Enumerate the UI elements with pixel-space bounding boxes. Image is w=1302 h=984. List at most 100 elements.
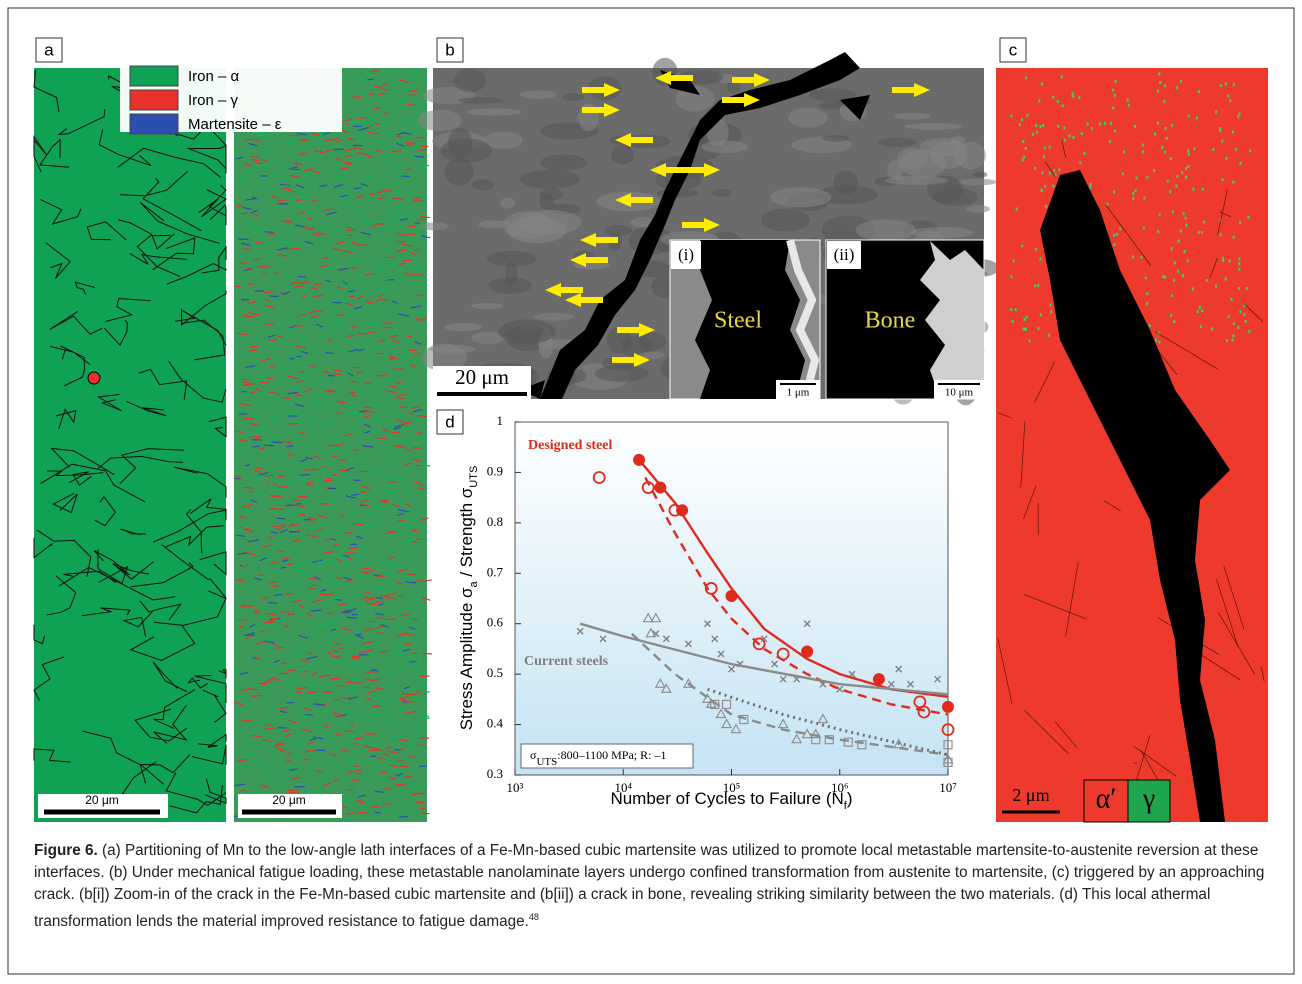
lath	[401, 243, 413, 247]
lath	[261, 265, 271, 268]
lath	[411, 652, 417, 655]
lath	[414, 248, 421, 251]
lath	[354, 737, 363, 740]
lath	[364, 272, 375, 276]
alpha-spot	[1025, 315, 1028, 319]
lath	[288, 523, 294, 528]
alpha-spot	[1173, 261, 1176, 265]
lath	[277, 475, 285, 478]
lath	[329, 659, 336, 662]
lath	[285, 724, 296, 729]
y-tick-label: 0.8	[487, 514, 503, 529]
boundary	[199, 551, 227, 576]
alpha-spot	[1039, 313, 1042, 317]
lath	[344, 796, 353, 801]
lath	[332, 554, 341, 558]
lath	[333, 184, 343, 189]
y-tick-label: 0.5	[487, 665, 503, 680]
lath	[256, 378, 264, 383]
panel-label: c	[1009, 40, 1018, 59]
lath	[311, 672, 318, 676]
lath	[285, 664, 292, 668]
lath	[277, 591, 285, 596]
lath	[292, 651, 304, 656]
point	[684, 640, 692, 648]
lath	[288, 669, 296, 672]
boundary	[86, 221, 127, 241]
alpha-spot	[1234, 147, 1237, 151]
annotation: Current steels	[524, 654, 609, 669]
lath	[258, 719, 269, 724]
point	[650, 612, 662, 623]
lath	[410, 540, 418, 543]
lath	[389, 356, 396, 360]
scale-label: 20 μm	[85, 793, 119, 807]
lath	[379, 650, 390, 653]
lath	[242, 212, 249, 215]
alpha-spot	[1072, 136, 1075, 140]
lath	[409, 570, 420, 575]
lath	[262, 432, 271, 436]
boundary	[1209, 258, 1218, 279]
lath	[361, 640, 373, 645]
grain	[630, 217, 654, 228]
alpha-spot	[1232, 180, 1235, 184]
lath	[240, 688, 248, 692]
alpha-spot	[1157, 121, 1160, 125]
point	[887, 680, 895, 688]
lath	[374, 600, 386, 604]
lath	[420, 216, 431, 219]
point	[599, 635, 607, 643]
lath	[404, 448, 411, 452]
lath	[373, 85, 382, 89]
alpha-spot	[1146, 291, 1149, 295]
boundary	[1217, 612, 1256, 675]
alpha-spot	[1249, 149, 1252, 153]
lath	[406, 74, 414, 78]
lath	[248, 624, 256, 628]
lath	[412, 447, 421, 449]
lath	[390, 790, 397, 795]
alpha-spot	[1010, 275, 1013, 279]
lath	[270, 531, 278, 534]
lath	[360, 545, 368, 549]
lath	[349, 512, 356, 516]
lath	[365, 801, 373, 805]
lath	[243, 504, 250, 509]
lath	[362, 640, 373, 643]
boundary	[1243, 303, 1264, 323]
lath	[347, 334, 356, 338]
alpha-spot	[1177, 239, 1180, 243]
lath	[389, 336, 396, 339]
arrow	[722, 93, 760, 107]
fit-line	[630, 632, 949, 756]
lath	[277, 323, 283, 326]
lath	[380, 624, 389, 628]
lath	[286, 452, 295, 457]
boundary	[218, 669, 227, 679]
lath	[405, 710, 417, 714]
lath	[281, 187, 291, 190]
lath	[236, 669, 244, 672]
lath	[361, 114, 370, 117]
lath	[315, 323, 323, 328]
lath	[410, 722, 422, 727]
lath	[346, 234, 352, 237]
lath	[346, 616, 357, 619]
lath	[281, 440, 292, 443]
lath	[403, 686, 411, 690]
lath	[378, 122, 386, 127]
grain	[884, 175, 948, 186]
lath	[330, 137, 339, 142]
grain	[788, 108, 828, 128]
lath	[406, 103, 415, 106]
grain	[855, 219, 917, 241]
lath	[269, 581, 277, 584]
panel-label-box	[35, 37, 63, 63]
lath	[392, 197, 404, 200]
lath	[307, 684, 315, 688]
alpha-spot	[1103, 121, 1106, 125]
alpha-spot	[1182, 212, 1185, 216]
lath	[342, 280, 349, 285]
lath	[366, 378, 375, 381]
